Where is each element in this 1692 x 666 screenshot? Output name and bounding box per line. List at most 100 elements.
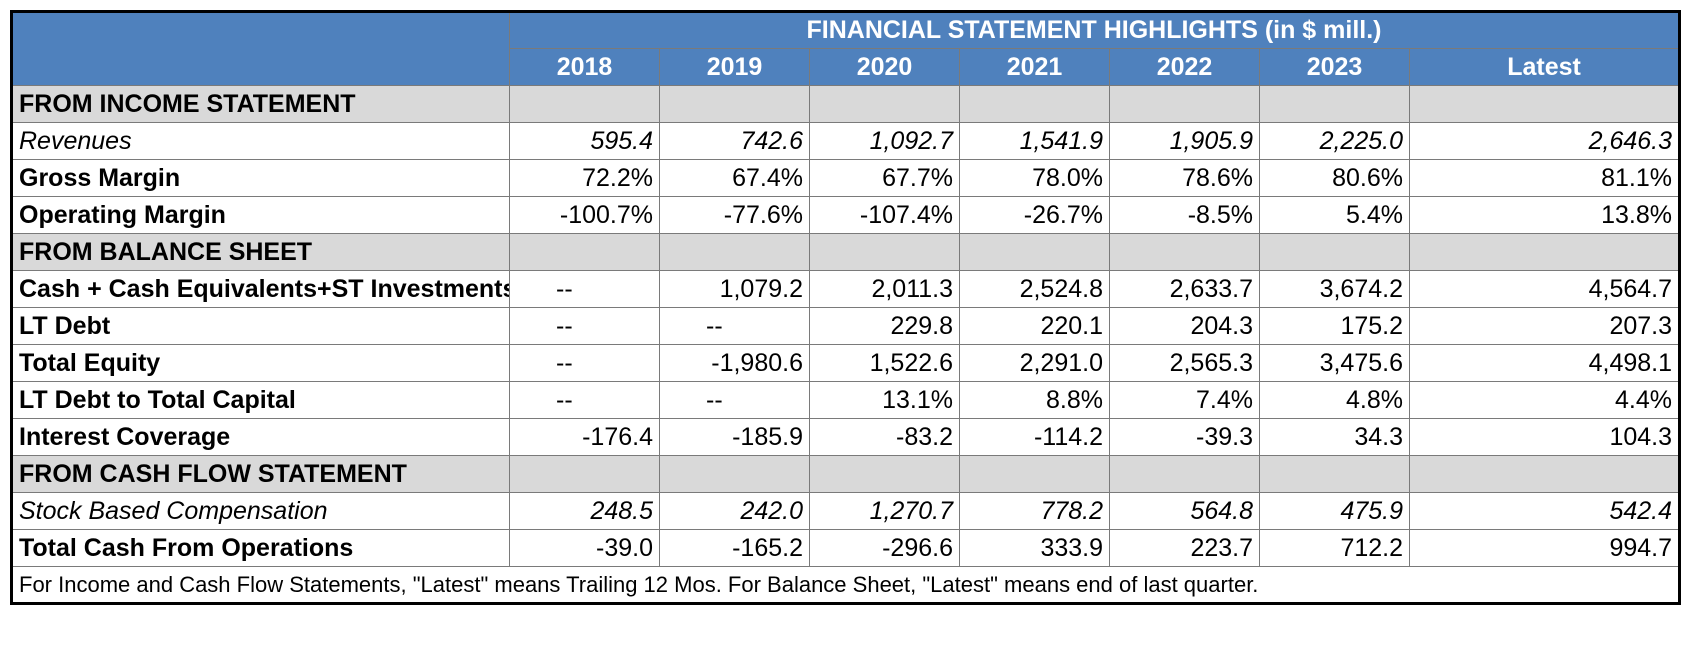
value-cell: 1,905.9 bbox=[1109, 122, 1260, 160]
value-cell: 220.1 bbox=[959, 307, 1110, 345]
column-header-2022: 2022 bbox=[1109, 48, 1260, 86]
value-cell: 223.7 bbox=[1109, 529, 1260, 567]
value-cell: 175.2 bbox=[1259, 307, 1410, 345]
value-cell: 542.4 bbox=[1408, 492, 1681, 530]
value-cell: 78.0% bbox=[959, 159, 1110, 197]
row-label: Total Equity bbox=[11, 344, 510, 382]
section-empty-cell bbox=[809, 85, 960, 123]
table-row: Total Equity -- -1,980.6 1,522.6 2,291.0 2,56… bbox=[11, 344, 1681, 382]
value-cell: 4.8% bbox=[1259, 381, 1410, 419]
section-empty-cell bbox=[1408, 455, 1681, 493]
row-label: Gross Margin bbox=[11, 159, 510, 197]
header-blank-cell-2 bbox=[11, 48, 510, 86]
value-cell: 248.5 bbox=[509, 492, 660, 530]
section-empty-cell bbox=[1259, 85, 1410, 123]
value-cell: 207.3 bbox=[1408, 307, 1681, 345]
value-cell: -77.6% bbox=[659, 196, 810, 234]
year-header-row: 2018 2019 2020 2021 2022 2023 Latest bbox=[11, 48, 1681, 86]
section-empty-cell bbox=[659, 455, 810, 493]
value-cell: 78.6% bbox=[1109, 159, 1260, 197]
section-empty-cell bbox=[1109, 85, 1260, 123]
section-empty-cell bbox=[959, 85, 1110, 123]
row-label: Interest Coverage bbox=[11, 418, 510, 456]
value-cell: -114.2 bbox=[959, 418, 1110, 456]
table-row: Cash + Cash Equivalents+ST Investments --… bbox=[11, 270, 1681, 308]
value-cell: 81.1% bbox=[1408, 159, 1681, 197]
section-empty-cell bbox=[509, 233, 660, 271]
value-cell: -39.3 bbox=[1109, 418, 1260, 456]
value-cell: -100.7% bbox=[509, 196, 660, 234]
value-cell: -- bbox=[659, 381, 810, 419]
section-heading: FROM BALANCE SHEET bbox=[11, 233, 510, 271]
value-cell: 80.6% bbox=[1259, 159, 1410, 197]
section-heading-row: FROM BALANCE SHEET bbox=[11, 233, 1681, 271]
value-cell: 2,291.0 bbox=[959, 344, 1110, 382]
value-cell: 1,522.6 bbox=[809, 344, 960, 382]
row-label: Operating Margin bbox=[11, 196, 510, 234]
value-cell: 3,475.6 bbox=[1259, 344, 1410, 382]
column-header-2023: 2023 bbox=[1259, 48, 1410, 86]
column-header-latest: Latest bbox=[1408, 48, 1681, 86]
value-cell: 4,564.7 bbox=[1408, 270, 1681, 308]
table-row: Operating Margin -100.7% -77.6% -107.4% -26.… bbox=[11, 196, 1681, 234]
value-cell: -8.5% bbox=[1109, 196, 1260, 234]
value-cell: 104.3 bbox=[1408, 418, 1681, 456]
table-row: LT Debt -- -- 229.8 220.1 204.3 175.2 207.3 bbox=[11, 307, 1681, 345]
value-cell: 1,079.2 bbox=[659, 270, 810, 308]
value-cell: 4,498.1 bbox=[1408, 344, 1681, 382]
row-label: Cash + Cash Equivalents+ST Investments bbox=[11, 270, 510, 308]
value-cell: 242.0 bbox=[659, 492, 810, 530]
value-cell: 34.3 bbox=[1259, 418, 1410, 456]
title-row: FINANCIAL STATEMENT HIGHLIGHTS (in $ mil… bbox=[11, 11, 1681, 49]
value-cell: 994.7 bbox=[1408, 529, 1681, 567]
value-cell: 742.6 bbox=[659, 122, 810, 160]
value-cell: -- bbox=[659, 307, 810, 345]
value-cell: -26.7% bbox=[959, 196, 1110, 234]
table-row: Total Cash From Operations -39.0 -165.2 -29… bbox=[11, 529, 1681, 567]
value-cell: -107.4% bbox=[809, 196, 960, 234]
section-empty-cell bbox=[509, 85, 660, 123]
value-cell: -39.0 bbox=[509, 529, 660, 567]
section-empty-cell bbox=[1259, 455, 1410, 493]
value-cell: -- bbox=[509, 344, 660, 382]
section-empty-cell bbox=[659, 233, 810, 271]
value-cell: 2,565.3 bbox=[1109, 344, 1260, 382]
balance-sheet-section: FROM BALANCE SHEET Cash + Cash Equivalent… bbox=[11, 233, 1681, 456]
table-title: FINANCIAL STATEMENT HIGHLIGHTS (in $ mil… bbox=[508, 11, 1681, 49]
column-header-2019: 2019 bbox=[659, 48, 810, 86]
value-cell: 1,270.7 bbox=[809, 492, 960, 530]
value-cell: 67.4% bbox=[659, 159, 810, 197]
value-cell: -185.9 bbox=[659, 418, 810, 456]
value-cell: 2,646.3 bbox=[1408, 122, 1681, 160]
value-cell: -- bbox=[509, 381, 660, 419]
value-cell: 2,524.8 bbox=[959, 270, 1110, 308]
section-empty-cell bbox=[809, 455, 960, 493]
value-cell: 8.8% bbox=[959, 381, 1110, 419]
section-empty-cell bbox=[1408, 85, 1681, 123]
value-cell: 2,011.3 bbox=[809, 270, 960, 308]
section-empty-cell bbox=[959, 455, 1110, 493]
value-cell: 2,225.0 bbox=[1259, 122, 1410, 160]
value-cell: 67.7% bbox=[809, 159, 960, 197]
value-cell: 13.8% bbox=[1408, 196, 1681, 234]
footnote-row: For Income and Cash Flow Statements, "La… bbox=[10, 566, 1681, 604]
section-heading: FROM CASH FLOW STATEMENT bbox=[11, 455, 510, 493]
value-cell: 1,092.7 bbox=[809, 122, 960, 160]
value-cell: 5.4% bbox=[1259, 196, 1410, 234]
value-cell: 4.4% bbox=[1408, 381, 1681, 419]
value-cell: 72.2% bbox=[509, 159, 660, 197]
cash-flow-section: FROM CASH FLOW STATEMENT Stock Based Comp… bbox=[11, 455, 1681, 567]
income-statement-section: FROM INCOME STATEMENT Revenues 595.4 742.6 1… bbox=[11, 85, 1681, 234]
financial-highlights-table-wrap: FINANCIAL STATEMENT HIGHLIGHTS (in $ mil… bbox=[10, 10, 1682, 605]
value-cell: 13.1% bbox=[809, 381, 960, 419]
row-label: LT Debt to Total Capital bbox=[11, 381, 510, 419]
table-row: Stock Based Compensation 248.5 242.0 1,270.… bbox=[11, 492, 1681, 530]
value-cell: 1,541.9 bbox=[959, 122, 1110, 160]
value-cell: 712.2 bbox=[1259, 529, 1410, 567]
section-empty-cell bbox=[659, 85, 810, 123]
header-blank-cell bbox=[11, 11, 510, 49]
value-cell: -1,980.6 bbox=[659, 344, 810, 382]
column-header-2021: 2021 bbox=[959, 48, 1110, 86]
section-empty-cell bbox=[1408, 233, 1681, 271]
column-header-2018: 2018 bbox=[509, 48, 660, 86]
